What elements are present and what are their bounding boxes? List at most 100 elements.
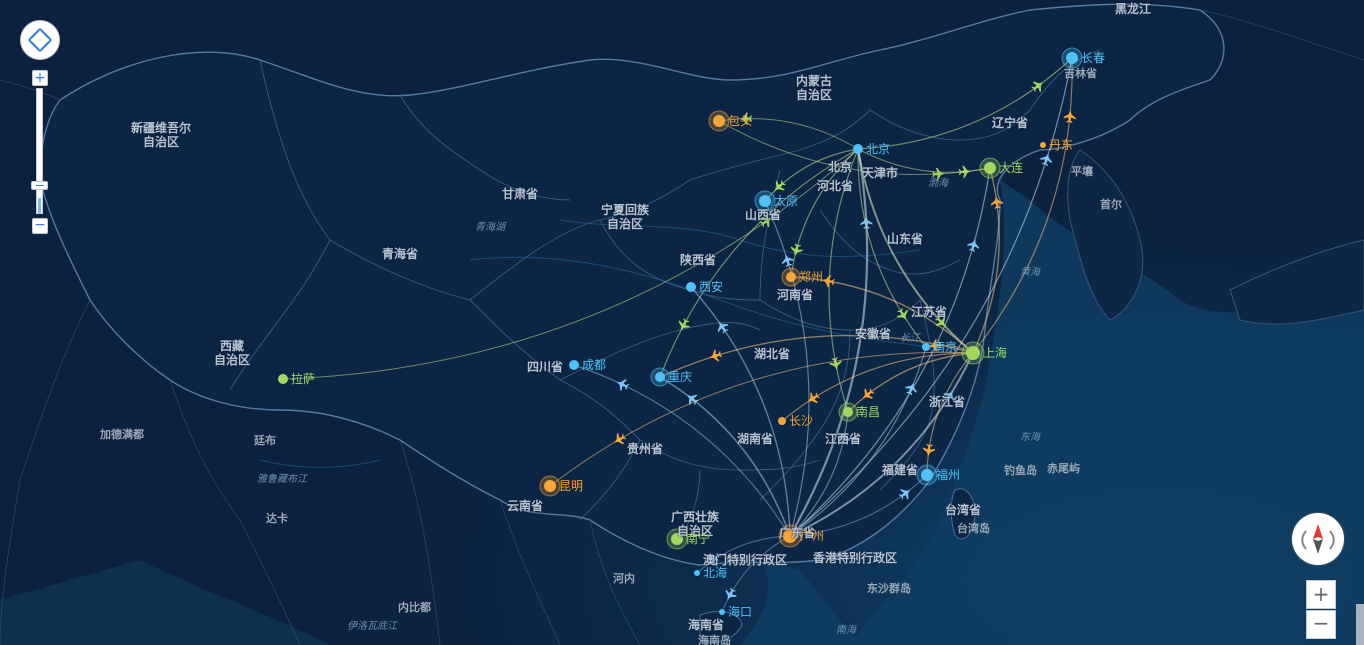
- city-marker[interactable]: [694, 570, 700, 576]
- city-label[interactable]: 成都: [582, 358, 607, 372]
- city-label[interactable]: 广州: [800, 529, 825, 543]
- plane-icon: [922, 443, 936, 457]
- plane-icon: [1040, 153, 1053, 167]
- plane-icon: [790, 243, 803, 257]
- city-label[interactable]: 重庆: [668, 370, 693, 384]
- plane-icon: [932, 167, 945, 181]
- region-label: 天津市: [862, 166, 899, 180]
- city-marker[interactable]: [569, 360, 579, 370]
- city-label[interactable]: 福州: [936, 468, 961, 482]
- flight-route: [790, 148, 859, 278]
- city-marker[interactable]: [1040, 142, 1046, 148]
- city-label[interactable]: 长沙: [789, 414, 814, 428]
- plane-icon: [616, 379, 630, 391]
- city-label[interactable]: 太原: [774, 194, 799, 208]
- flight-route: [926, 352, 974, 476]
- city-label[interactable]: 西安: [699, 280, 724, 294]
- city-label[interactable]: 丹东: [1049, 138, 1074, 152]
- city-marker[interactable]: [759, 195, 771, 207]
- region-label: 内比都: [398, 601, 431, 614]
- city-marker[interactable]: [966, 346, 980, 360]
- region-label: 甘肃省: [502, 187, 539, 201]
- zoom-slider-track[interactable]: [36, 88, 43, 214]
- plane-icon: [774, 180, 786, 191]
- city-marker[interactable]: [686, 282, 696, 292]
- region-label: 四川省: [527, 360, 564, 374]
- city-marker[interactable]: [655, 372, 665, 382]
- city-label[interactable]: 昆明: [559, 479, 584, 493]
- city-marker[interactable]: [984, 162, 996, 174]
- region-label: 河内: [613, 572, 635, 585]
- compass-icon: [1301, 524, 1335, 554]
- city-marker[interactable]: [278, 374, 288, 384]
- flight-route: [659, 376, 791, 537]
- region-label: 陕西省: [680, 253, 717, 267]
- plane-icon: [837, 431, 850, 445]
- plane-icon: [613, 433, 627, 445]
- city-marker[interactable]: [719, 609, 725, 615]
- city-label[interactable]: 郑州: [799, 270, 824, 284]
- flight-route: [659, 334, 974, 378]
- city-label[interactable]: 上海: [983, 346, 1008, 360]
- region-label: 青海湖: [475, 222, 505, 233]
- region-label: 廷布: [254, 434, 276, 447]
- region-label: 香港特别行政区: [813, 551, 898, 565]
- plane-icon: [1063, 110, 1076, 124]
- zoom-in-button[interactable]: +: [1306, 580, 1336, 609]
- city-marker[interactable]: [713, 115, 725, 127]
- city-marker[interactable]: [783, 529, 797, 543]
- region-label: 南海: [836, 625, 856, 636]
- city-label[interactable]: 南京: [933, 340, 958, 354]
- region-label: 宁夏回族 自治区: [601, 203, 650, 231]
- flight-route: [549, 351, 974, 487]
- city-marker[interactable]: [1066, 52, 1078, 64]
- city-label[interactable]: 拉萨: [291, 372, 316, 386]
- plane-icon: [928, 339, 942, 352]
- flight-route: [972, 57, 1073, 354]
- plane-icon: [725, 587, 737, 600]
- city-label[interactable]: 包头: [728, 114, 753, 128]
- city-marker[interactable]: [921, 469, 933, 481]
- compass-control[interactable]: [1292, 513, 1344, 565]
- region-label: 贵州省: [627, 442, 664, 456]
- city-marker[interactable]: [853, 144, 863, 154]
- zoom-out-button[interactable]: −: [1306, 610, 1336, 639]
- city-marker[interactable]: [843, 407, 853, 417]
- region-label: 黄海: [1020, 267, 1040, 278]
- plane-icon: [990, 196, 1004, 210]
- city-label[interactable]: 长春: [1081, 51, 1106, 65]
- flight-route: [690, 286, 791, 537]
- city-label[interactable]: 海口: [728, 605, 753, 619]
- region-label: 湖南省: [737, 432, 774, 446]
- city-marker[interactable]: [778, 417, 786, 425]
- region-label: 渤海: [928, 178, 948, 189]
- region-label: 山东省: [887, 232, 924, 246]
- region-label: 伊洛瓦底江: [347, 621, 397, 632]
- city-label[interactable]: 南宁: [686, 532, 711, 546]
- zoom-out-button-left[interactable]: −: [32, 218, 48, 234]
- plane-icon: [687, 394, 699, 406]
- flight-route: [789, 411, 849, 537]
- pan-control[interactable]: [20, 20, 60, 60]
- region-label: 海南岛: [698, 634, 731, 645]
- city-label[interactable]: 南昌: [856, 405, 881, 419]
- city-label[interactable]: 大连: [999, 161, 1024, 175]
- city-label[interactable]: 北海: [703, 566, 728, 580]
- city-marker[interactable]: [922, 343, 930, 351]
- region-label: 西藏 自治区: [214, 339, 251, 367]
- flight-route: [764, 200, 810, 537]
- region-label: 澳门特别行政区: [703, 553, 788, 567]
- zoom-slider-handle[interactable]: [31, 181, 48, 190]
- flight-route: [573, 364, 791, 537]
- city-marker[interactable]: [671, 533, 683, 545]
- flight-route: [721, 535, 791, 613]
- flight-route: [828, 148, 859, 413]
- city-marker[interactable]: [544, 480, 556, 492]
- region-label: 青海省: [382, 247, 419, 261]
- flight-route: [857, 148, 927, 348]
- zoom-in-button-left[interactable]: +: [32, 70, 48, 86]
- plane-icon: [706, 555, 719, 566]
- city-marker[interactable]: [786, 272, 796, 282]
- city-label[interactable]: 北京: [866, 142, 891, 156]
